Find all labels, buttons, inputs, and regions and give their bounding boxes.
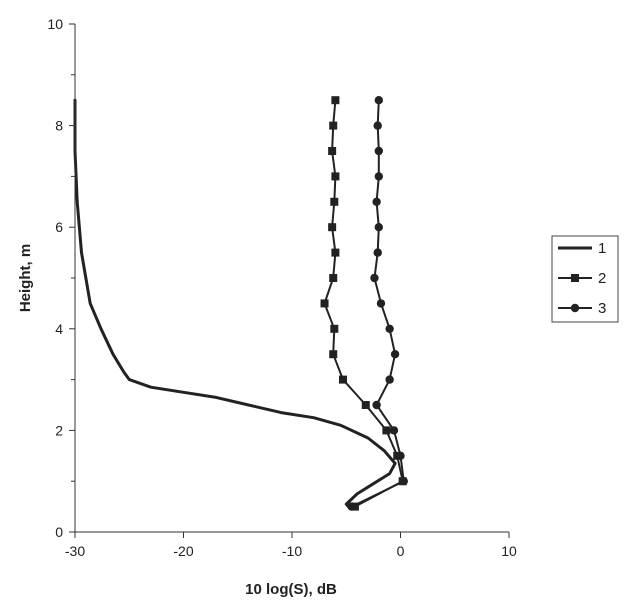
data-point xyxy=(374,96,383,105)
data-point xyxy=(361,401,370,409)
x-tick-label: -20 xyxy=(173,543,193,559)
y-axis-title: Height, m xyxy=(17,244,34,312)
data-point xyxy=(331,248,340,257)
legend-entry-1: 1 xyxy=(558,240,606,257)
data-point xyxy=(399,477,408,486)
legend-entry-3: 3 xyxy=(558,300,606,317)
data-point xyxy=(329,274,338,282)
data-point xyxy=(390,350,400,359)
data-point xyxy=(338,375,347,384)
legend-entry-2: 2 xyxy=(558,270,606,287)
legend-label: 1 xyxy=(598,240,606,257)
y-tick-label: 4 xyxy=(55,321,63,337)
legend: 1 2 3 xyxy=(551,235,619,323)
y-tick-label: 8 xyxy=(55,118,63,134)
data-point xyxy=(374,223,383,232)
series-3 xyxy=(347,96,408,511)
data-point xyxy=(385,375,394,384)
data-point xyxy=(329,121,338,130)
y-tick-label: 6 xyxy=(55,219,63,235)
data-point xyxy=(331,172,340,181)
data-point xyxy=(396,451,405,460)
series-2 xyxy=(320,96,407,511)
data-point xyxy=(328,223,337,232)
data-point xyxy=(374,146,383,156)
data-point xyxy=(372,197,381,206)
axes xyxy=(74,24,509,533)
x-tick-label: -30 xyxy=(65,543,85,559)
legend-swatch-marker xyxy=(571,274,579,282)
y-tick-label: 2 xyxy=(55,422,63,438)
data-point xyxy=(373,248,382,257)
data-point xyxy=(370,273,379,283)
y-tick-label: 0 xyxy=(55,524,63,540)
data-point xyxy=(330,324,339,333)
data-point xyxy=(329,350,338,359)
data-point xyxy=(382,426,391,435)
legend-swatch-marker xyxy=(570,303,580,313)
data-point xyxy=(372,400,381,410)
data-point xyxy=(320,299,329,308)
data-point xyxy=(331,96,340,105)
ticks: -30 -20 -10 0 10 0 2 4 6 8 10 xyxy=(47,16,517,559)
series-line-1 xyxy=(73,98,397,509)
x-axis-title: 10 log(S), dB xyxy=(245,581,337,598)
data-point xyxy=(376,299,386,308)
plot-lines xyxy=(73,96,408,511)
x-tick-label: 0 xyxy=(397,543,405,559)
legend-label: 3 xyxy=(598,300,606,317)
series-line-2 xyxy=(323,99,404,508)
x-tick-label: 10 xyxy=(501,543,517,559)
legend-label: 2 xyxy=(598,270,606,287)
series-1 xyxy=(73,98,397,509)
y-tick-label: 10 xyxy=(47,16,63,32)
data-point xyxy=(373,121,382,130)
x-tick-label: -10 xyxy=(282,543,302,559)
data-point xyxy=(328,147,337,155)
data-point xyxy=(330,197,339,206)
data-point xyxy=(374,172,383,181)
data-point xyxy=(347,502,356,511)
data-point xyxy=(385,324,394,333)
data-point xyxy=(389,426,399,435)
